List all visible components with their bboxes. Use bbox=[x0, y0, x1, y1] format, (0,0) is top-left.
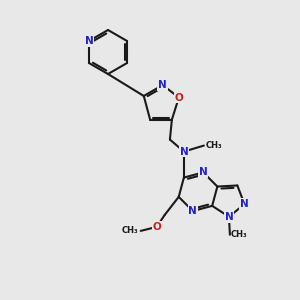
Text: N: N bbox=[85, 36, 93, 46]
Text: N: N bbox=[240, 199, 249, 209]
Text: O: O bbox=[152, 222, 161, 232]
Text: CH₃: CH₃ bbox=[231, 230, 247, 239]
Text: CH₃: CH₃ bbox=[206, 141, 223, 150]
Text: N: N bbox=[199, 167, 208, 177]
Text: N: N bbox=[179, 147, 188, 157]
Text: N: N bbox=[158, 80, 167, 90]
Text: O: O bbox=[175, 92, 183, 103]
Text: CH₃: CH₃ bbox=[122, 226, 139, 236]
Text: N: N bbox=[225, 212, 233, 222]
Text: N: N bbox=[188, 206, 197, 216]
